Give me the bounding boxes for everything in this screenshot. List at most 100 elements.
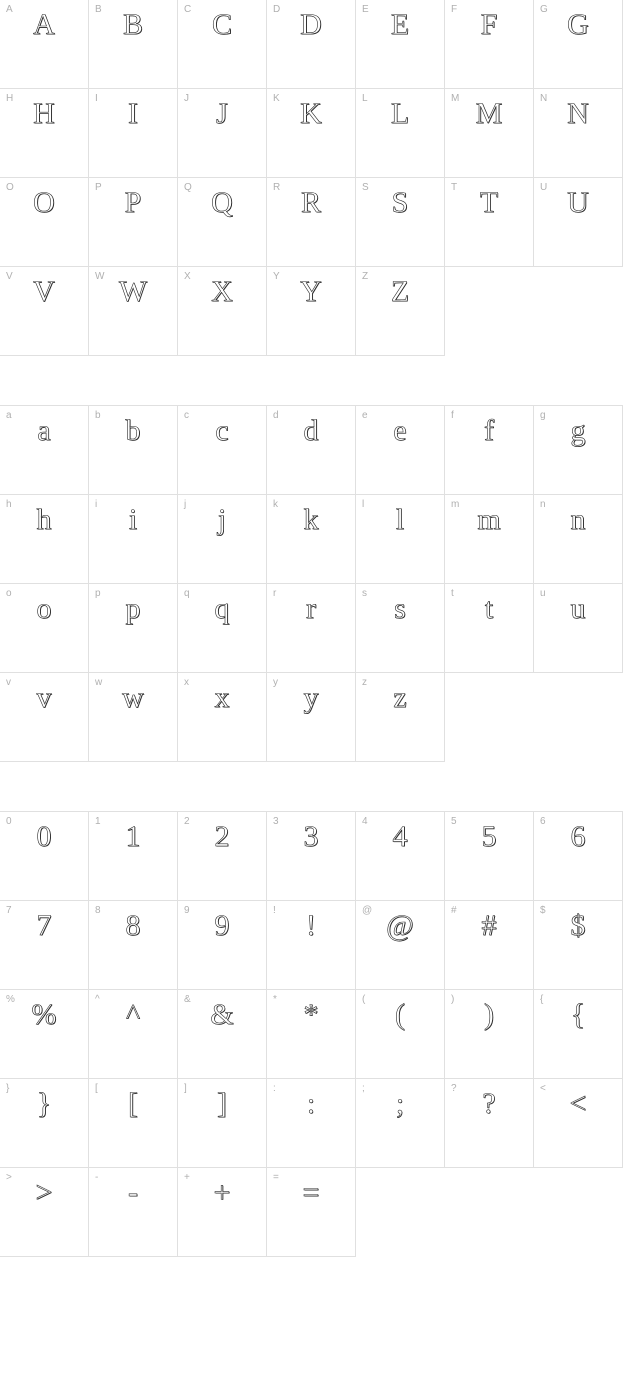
glyph: ;	[356, 1089, 444, 1119]
glyph: f	[445, 416, 533, 446]
glyph-cell: ++	[177, 1167, 267, 1257]
glyph-cell: YY	[266, 266, 356, 356]
glyph: 2	[178, 822, 266, 852]
character-map: AABBCCDDEEFFGGHHIIJJKKLLMMNNOOPPQQRRSSTT…	[0, 0, 640, 1257]
glyph: B	[89, 10, 177, 40]
glyph: X	[178, 277, 266, 307]
glyph-cell: ::	[266, 1078, 356, 1168]
glyph-cell: XX	[177, 266, 267, 356]
glyph-cell: ==	[266, 1167, 356, 1257]
glyph: &	[178, 1000, 266, 1030]
glyph-cell: TT	[444, 177, 534, 267]
glyph: =	[267, 1178, 355, 1208]
glyph-cell: MM	[444, 88, 534, 178]
glyph: 1	[89, 822, 177, 852]
glyph-cell: 22	[177, 811, 267, 901]
glyph: q	[178, 594, 266, 624]
glyph-cell: ww	[88, 672, 178, 762]
glyph: 7	[0, 911, 88, 941]
glyph-cell: II	[88, 88, 178, 178]
glyph: U	[534, 188, 622, 218]
glyph-cell: 33	[266, 811, 356, 901]
glyph-cell: 77	[0, 900, 89, 990]
glyph: V	[0, 277, 88, 307]
glyph: S	[356, 188, 444, 218]
glyph: 3	[267, 822, 355, 852]
glyph: g	[534, 416, 622, 446]
section-uppercase: AABBCCDDEEFFGGHHIIJJKKLLMMNNOOPPQQRRSSTT…	[0, 0, 640, 356]
glyph-cell: 00	[0, 811, 89, 901]
glyph-cell: gg	[533, 405, 623, 495]
glyph-cell: dd	[266, 405, 356, 495]
glyph: N	[534, 99, 622, 129]
glyph: w	[89, 683, 177, 713]
glyph: +	[178, 1178, 266, 1208]
glyph: p	[89, 594, 177, 624]
glyph: s	[356, 594, 444, 624]
glyph-cell: jj	[177, 494, 267, 584]
glyph-cell: 66	[533, 811, 623, 901]
glyph-cell: WW	[88, 266, 178, 356]
glyph: 6	[534, 822, 622, 852]
glyph-cell: ??	[444, 1078, 534, 1168]
glyph-cell: vv	[0, 672, 89, 762]
glyph-grid: AABBCCDDEEFFGGHHIIJJKKLLMMNNOOPPQQRRSSTT…	[0, 0, 630, 356]
glyph: L	[356, 99, 444, 129]
glyph: 4	[356, 822, 444, 852]
glyph-cell: aa	[0, 405, 89, 495]
glyph-cell: OO	[0, 177, 89, 267]
glyph-cell: >>	[0, 1167, 89, 1257]
glyph: <	[534, 1089, 622, 1119]
glyph-cell: mm	[444, 494, 534, 584]
glyph-cell: !!	[266, 900, 356, 990]
glyph-cell: $$	[533, 900, 623, 990]
glyph-grid: aabbccddeeffgghhiijjkkllmmnnooppqqrrsstt…	[0, 406, 630, 762]
glyph-cell: **	[266, 989, 356, 1079]
glyph: o	[0, 594, 88, 624]
glyph: {	[534, 1000, 622, 1030]
glyph: #	[445, 911, 533, 941]
glyph-cell: 44	[355, 811, 445, 901]
glyph-cell: 88	[88, 900, 178, 990]
glyph-cell: rr	[266, 583, 356, 673]
glyph-cell: CC	[177, 0, 267, 89]
glyph-cell: xx	[177, 672, 267, 762]
glyph: A	[0, 10, 88, 40]
glyph-grid: 00112233445566778899!!@@##$$%%^^&&**(())…	[0, 812, 630, 1257]
glyph-cell: ff	[444, 405, 534, 495]
glyph-cell: SS	[355, 177, 445, 267]
glyph: %	[0, 1000, 88, 1030]
glyph: T	[445, 188, 533, 218]
glyph: >	[0, 1178, 88, 1208]
glyph: n	[534, 505, 622, 535]
glyph-cell: qq	[177, 583, 267, 673]
glyph: R	[267, 188, 355, 218]
glyph: 5	[445, 822, 533, 852]
glyph-cell: ZZ	[355, 266, 445, 356]
glyph: r	[267, 594, 355, 624]
glyph: (	[356, 1000, 444, 1030]
glyph-cell: ((	[355, 989, 445, 1079]
glyph: )	[445, 1000, 533, 1030]
glyph-cell: oo	[0, 583, 89, 673]
glyph: -	[89, 1178, 177, 1208]
glyph-cell: JJ	[177, 88, 267, 178]
glyph: O	[0, 188, 88, 218]
glyph-cell: RR	[266, 177, 356, 267]
glyph-cell: DD	[266, 0, 356, 89]
glyph: F	[445, 10, 533, 40]
glyph-cell: PP	[88, 177, 178, 267]
glyph-cell: 99	[177, 900, 267, 990]
glyph: a	[0, 416, 88, 446]
glyph-cell: ))	[444, 989, 534, 1079]
glyph: K	[267, 99, 355, 129]
glyph-cell: @@	[355, 900, 445, 990]
glyph: Q	[178, 188, 266, 218]
glyph: Z	[356, 277, 444, 307]
glyph-cell: {{	[533, 989, 623, 1079]
glyph: ]	[178, 1089, 266, 1119]
glyph-cell: ee	[355, 405, 445, 495]
glyph: G	[534, 10, 622, 40]
glyph-cell: ]]	[177, 1078, 267, 1168]
glyph: M	[445, 99, 533, 129]
